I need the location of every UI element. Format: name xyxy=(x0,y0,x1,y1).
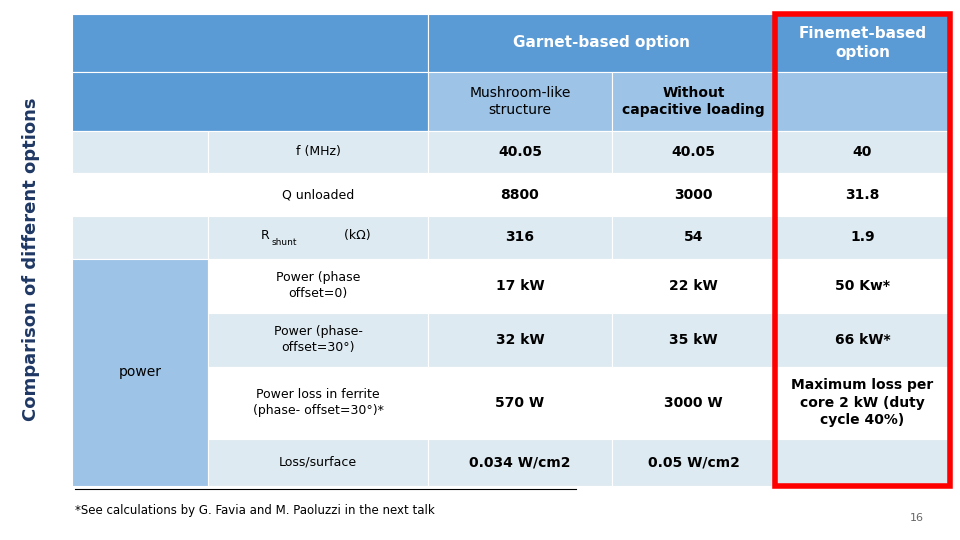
Bar xyxy=(208,173,428,216)
Bar xyxy=(612,131,775,173)
Text: 40: 40 xyxy=(852,145,873,159)
Text: Power (phase
offset=0): Power (phase offset=0) xyxy=(276,271,360,300)
Text: Mushroom-like
structure: Mushroom-like structure xyxy=(469,86,570,117)
Bar xyxy=(775,173,950,216)
Bar xyxy=(775,438,950,486)
Bar xyxy=(775,131,950,173)
Bar xyxy=(208,367,428,438)
Bar xyxy=(72,259,208,486)
Bar xyxy=(208,313,428,367)
Text: f (MHz): f (MHz) xyxy=(296,145,341,158)
Text: 0.05 W/cm2: 0.05 W/cm2 xyxy=(648,455,739,469)
Bar xyxy=(775,367,950,438)
Text: 50 Kw*: 50 Kw* xyxy=(835,279,890,293)
Bar xyxy=(72,216,208,259)
Text: Loss/surface: Loss/surface xyxy=(279,456,357,469)
Bar xyxy=(72,131,208,173)
Bar xyxy=(612,72,775,131)
Bar xyxy=(428,173,612,216)
Bar xyxy=(428,131,612,173)
Bar xyxy=(208,438,428,486)
Text: 32 kW: 32 kW xyxy=(495,333,544,347)
Bar xyxy=(208,216,428,259)
Bar xyxy=(775,313,950,367)
Bar xyxy=(428,259,612,313)
Bar xyxy=(72,173,208,216)
Text: Comparison of different options: Comparison of different options xyxy=(22,97,39,421)
Bar xyxy=(428,313,612,367)
Bar xyxy=(428,72,612,131)
Bar xyxy=(612,313,775,367)
Text: Q unloaded: Q unloaded xyxy=(282,188,354,201)
Text: Without
capacitive loading: Without capacitive loading xyxy=(622,86,765,117)
Bar xyxy=(775,72,950,131)
Bar xyxy=(612,173,775,216)
Bar xyxy=(208,131,428,173)
Text: 40.05: 40.05 xyxy=(498,145,542,159)
Bar xyxy=(72,14,428,72)
Text: *See calculations by G. Favia and M. Paoluzzi in the next talk: *See calculations by G. Favia and M. Pao… xyxy=(75,504,435,517)
Text: 35 kW: 35 kW xyxy=(669,333,718,347)
Bar xyxy=(612,216,775,259)
Text: 22 kW: 22 kW xyxy=(669,279,718,293)
Text: 1.9: 1.9 xyxy=(851,231,875,245)
Text: (kΩ): (kΩ) xyxy=(340,230,371,242)
Text: Garnet-based option: Garnet-based option xyxy=(513,35,689,50)
Bar xyxy=(775,216,950,259)
Bar xyxy=(72,72,428,131)
Text: 17 kW: 17 kW xyxy=(495,279,544,293)
Bar xyxy=(612,438,775,486)
Bar xyxy=(208,259,428,313)
Bar xyxy=(775,14,950,72)
Text: 31.8: 31.8 xyxy=(846,187,879,201)
Text: 316: 316 xyxy=(506,231,535,245)
Text: 3000 W: 3000 W xyxy=(664,396,723,410)
Text: 16: 16 xyxy=(910,514,924,523)
Text: R: R xyxy=(261,230,270,242)
Text: shunt: shunt xyxy=(272,238,297,247)
Bar xyxy=(612,259,775,313)
Bar xyxy=(612,367,775,438)
Bar xyxy=(428,216,612,259)
Text: 8800: 8800 xyxy=(500,187,540,201)
Bar xyxy=(428,367,612,438)
Text: 66 kW*: 66 kW* xyxy=(835,333,890,347)
Bar xyxy=(428,438,612,486)
Bar xyxy=(775,259,950,313)
Text: 570 W: 570 W xyxy=(495,396,544,410)
Text: Finemet-based
option: Finemet-based option xyxy=(799,26,926,59)
Text: 54: 54 xyxy=(684,231,704,245)
Bar xyxy=(428,14,775,72)
Text: 3000: 3000 xyxy=(674,187,712,201)
Text: power: power xyxy=(119,366,161,380)
Text: Power (phase-
offset=30°): Power (phase- offset=30°) xyxy=(274,325,362,354)
Text: 0.034 W/cm2: 0.034 W/cm2 xyxy=(469,455,571,469)
Text: Maximum loss per
core 2 kW (duty
cycle 40%): Maximum loss per core 2 kW (duty cycle 4… xyxy=(791,379,934,427)
Text: Power loss in ferrite
(phase- offset=30°)*: Power loss in ferrite (phase- offset=30°… xyxy=(252,388,383,417)
Bar xyxy=(775,14,950,486)
Text: 40.05: 40.05 xyxy=(671,145,715,159)
